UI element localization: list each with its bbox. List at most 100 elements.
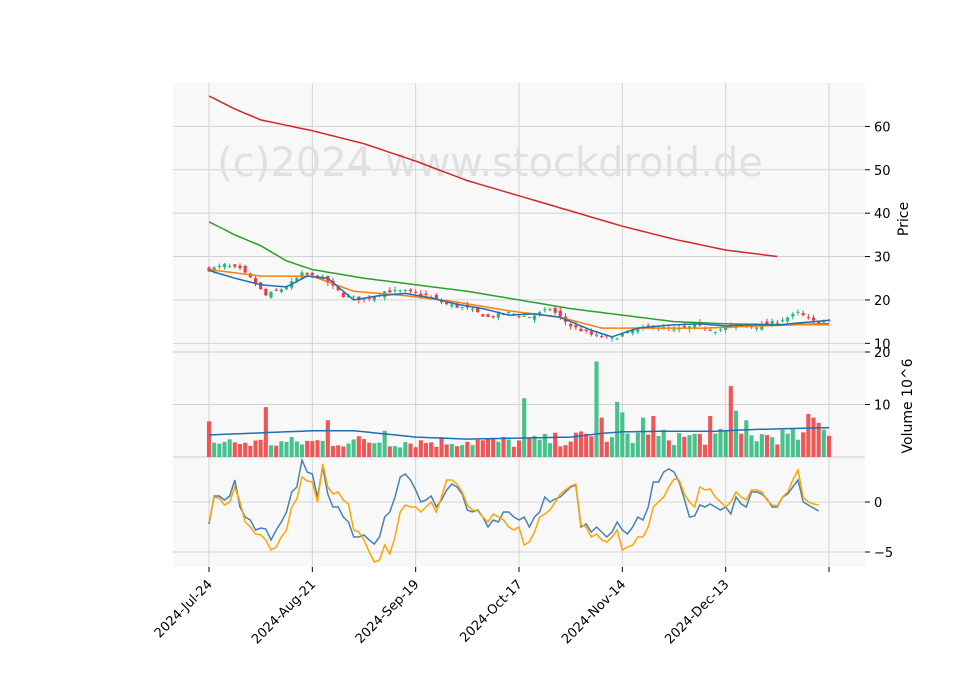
volume-bar bbox=[336, 445, 341, 457]
candle-body bbox=[631, 329, 635, 334]
volume-bar bbox=[723, 431, 728, 457]
volume-bar bbox=[237, 444, 243, 457]
candle-body bbox=[445, 302, 449, 305]
candle-body bbox=[811, 317, 816, 321]
candle-body bbox=[284, 287, 289, 290]
volume-bar bbox=[377, 442, 382, 457]
volume-bar bbox=[398, 447, 403, 457]
volume-bar bbox=[687, 435, 692, 457]
volume-bar bbox=[470, 445, 475, 457]
oscillator-line-2 bbox=[208, 463, 819, 563]
volume-bar bbox=[568, 441, 573, 457]
volume-bar bbox=[330, 446, 336, 457]
candle-body bbox=[388, 290, 392, 293]
volume-bar bbox=[351, 439, 356, 457]
candle-body bbox=[274, 289, 278, 291]
oscillator-line-1 bbox=[208, 457, 820, 546]
volume-bar bbox=[305, 440, 310, 457]
volume-bar bbox=[268, 445, 274, 457]
candle-body bbox=[517, 316, 521, 318]
volume-bar bbox=[403, 442, 408, 457]
candle-body bbox=[718, 329, 723, 331]
volume-bar bbox=[646, 434, 651, 457]
volume-ma-line bbox=[208, 426, 830, 440]
volume-bar bbox=[615, 401, 620, 457]
candle-body bbox=[543, 309, 547, 311]
volume-bar bbox=[764, 435, 770, 457]
volume-bar bbox=[413, 447, 418, 457]
volume-bar bbox=[212, 442, 217, 457]
volume-bar bbox=[718, 428, 723, 457]
candle-body bbox=[253, 278, 258, 285]
volume-bar bbox=[387, 446, 392, 457]
candle-body bbox=[605, 335, 609, 337]
candle-body bbox=[233, 264, 237, 267]
volume-bars bbox=[206, 361, 832, 457]
volume-bar bbox=[253, 440, 258, 457]
volume-bar bbox=[728, 386, 733, 457]
volume-bar bbox=[491, 437, 496, 457]
volume-bar bbox=[599, 417, 604, 457]
volume-bar bbox=[630, 442, 635, 457]
candle-body bbox=[532, 315, 537, 320]
candle-body bbox=[450, 304, 454, 307]
price-tick-label: 30 bbox=[874, 251, 891, 266]
price-axis-label: Price bbox=[896, 202, 912, 236]
candle-body bbox=[780, 320, 785, 322]
candle-body bbox=[470, 309, 475, 311]
volume-bar bbox=[527, 438, 532, 457]
volume-bar bbox=[780, 429, 785, 457]
candle-body bbox=[414, 291, 418, 293]
candle-body bbox=[796, 311, 800, 313]
volume-bar bbox=[770, 437, 775, 457]
volume-bar bbox=[558, 446, 563, 457]
osc-tick-label: −5 bbox=[874, 546, 893, 561]
candle-body bbox=[801, 312, 805, 316]
candle-body bbox=[548, 309, 552, 311]
volume-bar bbox=[640, 417, 646, 457]
candle-body bbox=[352, 296, 356, 298]
candle-body bbox=[765, 321, 769, 325]
volume-axis-label: Volume 10^6 bbox=[900, 358, 916, 453]
candle-body bbox=[217, 265, 221, 268]
candle-body bbox=[600, 336, 604, 338]
volume-bar bbox=[651, 416, 656, 457]
price-tick-label: 20 bbox=[874, 294, 891, 309]
candle-body bbox=[336, 286, 340, 291]
volume-bar bbox=[279, 441, 284, 457]
price-tick-label: 60 bbox=[874, 120, 891, 135]
volume-bar bbox=[739, 433, 744, 457]
candle-body bbox=[822, 321, 826, 323]
candle-body bbox=[620, 333, 624, 337]
candle-body bbox=[439, 300, 444, 303]
candle-body bbox=[610, 337, 614, 339]
volume-bar bbox=[289, 437, 294, 457]
volume-bar bbox=[243, 442, 248, 457]
volume-bar bbox=[496, 441, 501, 457]
candle-body bbox=[817, 321, 821, 324]
candle-body bbox=[646, 325, 650, 327]
volume-bar bbox=[465, 441, 470, 457]
volume-bar bbox=[692, 433, 697, 457]
volume-bar bbox=[341, 446, 346, 457]
volume-bar bbox=[206, 421, 212, 457]
candle-body bbox=[569, 324, 573, 327]
volume-bar bbox=[816, 422, 821, 457]
volume-bar bbox=[460, 445, 465, 457]
volume-bar bbox=[589, 436, 594, 457]
volume-bar bbox=[671, 444, 677, 457]
candle-body bbox=[713, 331, 717, 333]
candle-body bbox=[207, 267, 211, 272]
candle-body bbox=[806, 316, 810, 318]
ma-fast-line bbox=[208, 269, 830, 338]
candle-body bbox=[496, 313, 500, 318]
candle-body bbox=[269, 292, 273, 298]
volume-bar bbox=[666, 440, 671, 457]
volume-bar bbox=[795, 439, 801, 457]
candle-body bbox=[579, 328, 583, 332]
volume-bar bbox=[423, 443, 429, 457]
candle-body bbox=[300, 272, 304, 279]
candle-body bbox=[476, 307, 480, 313]
volume-bar bbox=[227, 439, 232, 457]
